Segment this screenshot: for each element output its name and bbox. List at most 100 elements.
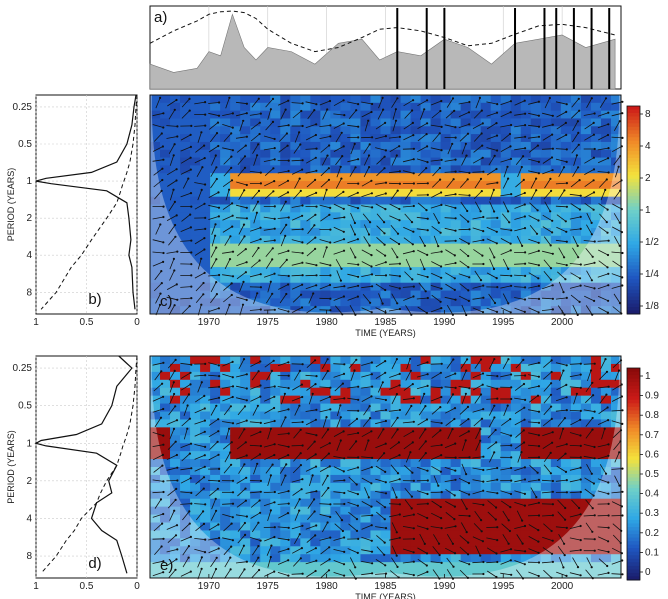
phase-arrow [459, 133, 469, 142]
phase-arrow [319, 442, 330, 449]
phase-arrow-head [328, 546, 331, 549]
phase-arrow [277, 454, 289, 460]
heatmap-cell [530, 251, 542, 260]
phase-arrow [472, 479, 484, 482]
heatmap-cell [360, 554, 371, 563]
phase-arrow [251, 98, 260, 108]
heatmap-cell [580, 356, 592, 365]
heatmap-cell [460, 298, 472, 307]
heatmap-cell [450, 546, 462, 555]
heatmap-cell [350, 243, 361, 252]
heatmap-cell [410, 306, 422, 315]
colorbar-segment [627, 171, 640, 176]
heatmap-cell [530, 419, 542, 428]
phase-arrow-head [354, 256, 357, 259]
phase-arrow [265, 293, 273, 304]
phase-arrow-head [287, 361, 290, 364]
phase-arrow [167, 180, 177, 187]
heatmap-cell [160, 363, 171, 373]
heatmap-cell [440, 514, 452, 523]
heatmap-cell [240, 451, 251, 460]
heatmap-cell [160, 562, 171, 571]
phase-arrow-head [259, 421, 262, 424]
phase-arrow [433, 475, 439, 486]
heatmap-cell [450, 298, 462, 307]
heatmap-cell [350, 134, 361, 143]
phase-arrow-head [454, 261, 457, 265]
phase-arrow [584, 122, 594, 130]
heatmap-cell [210, 173, 221, 182]
heatmap-cell [260, 149, 271, 159]
heatmap-cell [510, 506, 522, 516]
phase-arrow-head [174, 568, 177, 571]
heatmap-cell [170, 126, 181, 135]
phase-arrow [152, 261, 164, 267]
heatmap-cell [560, 474, 572, 484]
phase-arrow [488, 155, 496, 166]
heatmap-cell [480, 290, 492, 299]
phase-arrow [152, 146, 164, 152]
heatmap-cell [360, 181, 371, 190]
heatmap-cell [430, 95, 442, 104]
phase-arrow-head [467, 242, 470, 245]
phase-arrow-head [325, 188, 328, 191]
heatmap-cell [190, 102, 201, 112]
heatmap-cell [410, 149, 422, 159]
phase-arrow-head [231, 516, 234, 519]
heatmap-cell [200, 196, 211, 205]
phase-arrow-head [204, 362, 207, 365]
phase-arrow-head [425, 133, 428, 136]
phase-arrow [319, 396, 331, 402]
heatmap-cell [270, 227, 281, 237]
heatmap-cell [150, 220, 161, 229]
heatmap-cell [310, 506, 321, 516]
heatmap-cell [170, 274, 181, 284]
heatmap-cell [520, 196, 532, 205]
phase-arrow-head [286, 511, 290, 515]
heatmap-cell [300, 395, 311, 405]
heatmap-cell [170, 243, 181, 252]
heatmap-cell [550, 530, 562, 539]
phase-arrow-head [507, 302, 510, 305]
heatmap-cell [390, 387, 402, 397]
heatmap-cell [520, 134, 532, 143]
heatmap-cell [430, 290, 442, 299]
colorbar-segment [627, 268, 640, 273]
phase-arrow-head [384, 208, 387, 211]
phase-arrow-head [493, 154, 496, 157]
heatmap-cell [390, 102, 402, 112]
heatmap-cell [250, 181, 261, 190]
heatmap-cell [250, 196, 261, 205]
heatmap-cell [360, 482, 371, 492]
heatmap-cell [430, 165, 442, 174]
heatmap-cell [340, 274, 351, 284]
phase-arrow-head [411, 243, 414, 246]
phase-arrow [347, 238, 359, 244]
heatmap-cell [190, 395, 201, 405]
heatmap-cell [580, 227, 592, 237]
phase-arrow-head [200, 303, 203, 306]
phase-arrow [446, 533, 454, 545]
heatmap-cell [310, 435, 321, 444]
phase-arrow-head [340, 131, 343, 134]
heatmap-cell [440, 204, 452, 213]
phase-arrow-head [314, 418, 317, 421]
heatmap-cell [440, 110, 452, 119]
phase-arrow-head [454, 239, 457, 242]
phase-arrow [153, 282, 163, 292]
heatmap-cell [150, 506, 161, 516]
phase-arrow-head [367, 119, 370, 122]
phase-arrow [208, 537, 220, 541]
phase-arrow-head [370, 482, 373, 485]
heatmap-cell [340, 395, 351, 405]
heatmap-cell [450, 220, 462, 229]
heatmap-cell [540, 356, 552, 365]
heatmap-cell [200, 395, 211, 405]
phase-arrow [528, 124, 540, 128]
phase-arrow [195, 523, 205, 532]
heatmap-cell [470, 306, 482, 315]
heatmap-cell [200, 419, 211, 428]
heatmap-cell [490, 204, 502, 213]
phase-arrow-head [423, 108, 426, 111]
phase-arrow [277, 490, 289, 494]
